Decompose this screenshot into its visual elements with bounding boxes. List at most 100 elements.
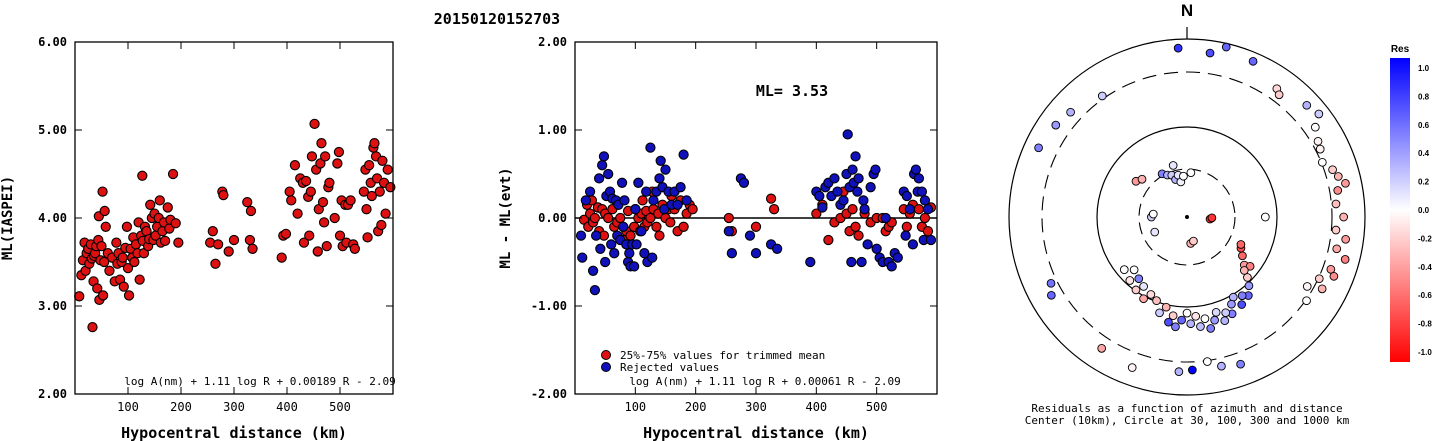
legend-trimmed-label: 25%-75% values for trimmed mean — [620, 349, 825, 362]
data-point-series-0 — [369, 138, 380, 149]
data-point-series-1 — [584, 186, 596, 197]
polar-station-point — [1171, 322, 1180, 332]
data-point-series-1 — [595, 243, 606, 254]
x-tick-label: 100 — [624, 400, 646, 414]
ring-300km — [1041, 71, 1333, 363]
data-point-series-1 — [675, 182, 686, 193]
colorbar-tick-label: 0.6 — [1418, 121, 1430, 130]
colorbar-tick-label: 0.2 — [1418, 178, 1430, 187]
data-point-series-1 — [589, 285, 601, 296]
polar-station-point — [1220, 316, 1230, 326]
data-point-series-0 — [223, 246, 234, 257]
data-point-series-0 — [651, 221, 662, 232]
polar-station-point — [1148, 209, 1158, 219]
x-tick-label: 500 — [329, 400, 351, 414]
data-point-series-1 — [587, 265, 599, 276]
ml-iaspei-y-ticks: 2.00 3.00 4.00 5.00 6.00 — [38, 35, 393, 401]
data-point-series-0 — [901, 221, 912, 232]
x-tick-label: 200 — [685, 400, 707, 414]
data-point-series-1 — [901, 190, 912, 202]
polar-station-point — [1302, 296, 1311, 306]
polar-station-point — [1339, 212, 1348, 222]
y-tick-label: 2.00 — [538, 35, 567, 49]
data-point-series-0 — [376, 219, 387, 231]
polar-station-point — [1097, 91, 1107, 101]
legend-rejected-label: Rejected values — [620, 361, 719, 374]
polar-station-point — [1227, 299, 1236, 309]
polar-station-point — [1186, 168, 1196, 178]
data-point-series-1 — [575, 230, 587, 241]
polar-station-point — [1066, 107, 1075, 117]
data-point-series-0 — [316, 138, 327, 149]
data-point-series-0 — [315, 158, 326, 169]
polar-station-point — [1125, 276, 1135, 285]
polar-station-point — [1174, 367, 1184, 376]
polar-station-point — [1187, 365, 1197, 375]
data-point-series-1 — [672, 199, 683, 210]
polar-station-point — [1245, 261, 1255, 271]
data-point-series-0 — [111, 237, 122, 248]
data-point-series-1 — [744, 230, 756, 241]
data-point-series-1 — [846, 256, 857, 268]
data-point-series-0 — [358, 186, 369, 197]
data-point-series-1 — [865, 182, 876, 193]
polar-station-point — [1150, 227, 1160, 237]
x-tick-label: 300 — [223, 400, 245, 414]
data-point-series-1 — [907, 239, 919, 250]
ml-residual-xlabel: Hypocentral distance (km) — [643, 424, 869, 441]
north-label: N — [1181, 1, 1193, 20]
data-point-series-1 — [850, 151, 861, 162]
polar-station-point — [1211, 307, 1221, 317]
data-point-series-0 — [118, 281, 129, 292]
polar-station-point — [1237, 300, 1247, 309]
polar-station-point — [1239, 266, 1249, 275]
data-point-series-1 — [919, 195, 931, 206]
data-point-series-0 — [823, 234, 834, 246]
data-point-series-1 — [904, 204, 915, 215]
data-point-series-0 — [750, 221, 762, 232]
data-point-series-1 — [598, 151, 610, 162]
colorbar-tick-label: -0.6 — [1418, 291, 1432, 300]
data-point-series-1 — [892, 252, 903, 263]
data-point-series-0 — [654, 230, 665, 241]
polar-station-point — [1182, 308, 1192, 318]
ml-iaspei-plot-frame — [74, 41, 394, 395]
data-point-series-1 — [606, 239, 617, 250]
data-point-series-1 — [616, 177, 628, 188]
data-point-series-1 — [900, 230, 911, 241]
polar-station-point — [1341, 178, 1350, 188]
data-point-series-0 — [324, 177, 335, 188]
x-tick-label: 400 — [805, 400, 827, 414]
polar-station-point — [1186, 319, 1196, 329]
polar-station-point — [1236, 240, 1246, 249]
legend-trimmed-marker — [601, 350, 611, 360]
polar-station-point — [1244, 281, 1254, 291]
polar-station-point — [1206, 324, 1216, 333]
polar-station-point — [1177, 315, 1186, 325]
data-point-series-0 — [97, 290, 109, 301]
data-point-series-0 — [320, 151, 331, 162]
distance-rings — [1008, 27, 1366, 396]
data-point-series-0 — [332, 158, 343, 169]
data-point-series-1 — [648, 195, 659, 206]
data-point-series-1 — [726, 248, 738, 259]
data-point-series-0 — [100, 221, 111, 232]
data-point-series-1 — [723, 226, 734, 237]
data-point-series-1 — [609, 248, 620, 259]
data-point-series-1 — [619, 195, 630, 206]
data-point-series-0 — [145, 199, 156, 210]
colorbar-tick-label: 0.0 — [1418, 206, 1430, 215]
polar-station-point — [1134, 274, 1144, 284]
center-marker — [1185, 215, 1189, 219]
data-point-series-0 — [333, 146, 345, 158]
ml-residual-points — [575, 129, 937, 296]
data-point-series-0 — [162, 202, 173, 213]
polar-station-point — [1168, 161, 1178, 170]
polar-station-point — [1152, 296, 1161, 305]
data-point-series-1 — [645, 142, 656, 153]
data-point-series-0 — [289, 160, 301, 171]
polar-station-point — [1314, 109, 1324, 119]
data-point-series-1 — [600, 256, 611, 268]
data-point-series-0 — [687, 204, 698, 215]
polar-station-point — [1189, 236, 1198, 246]
